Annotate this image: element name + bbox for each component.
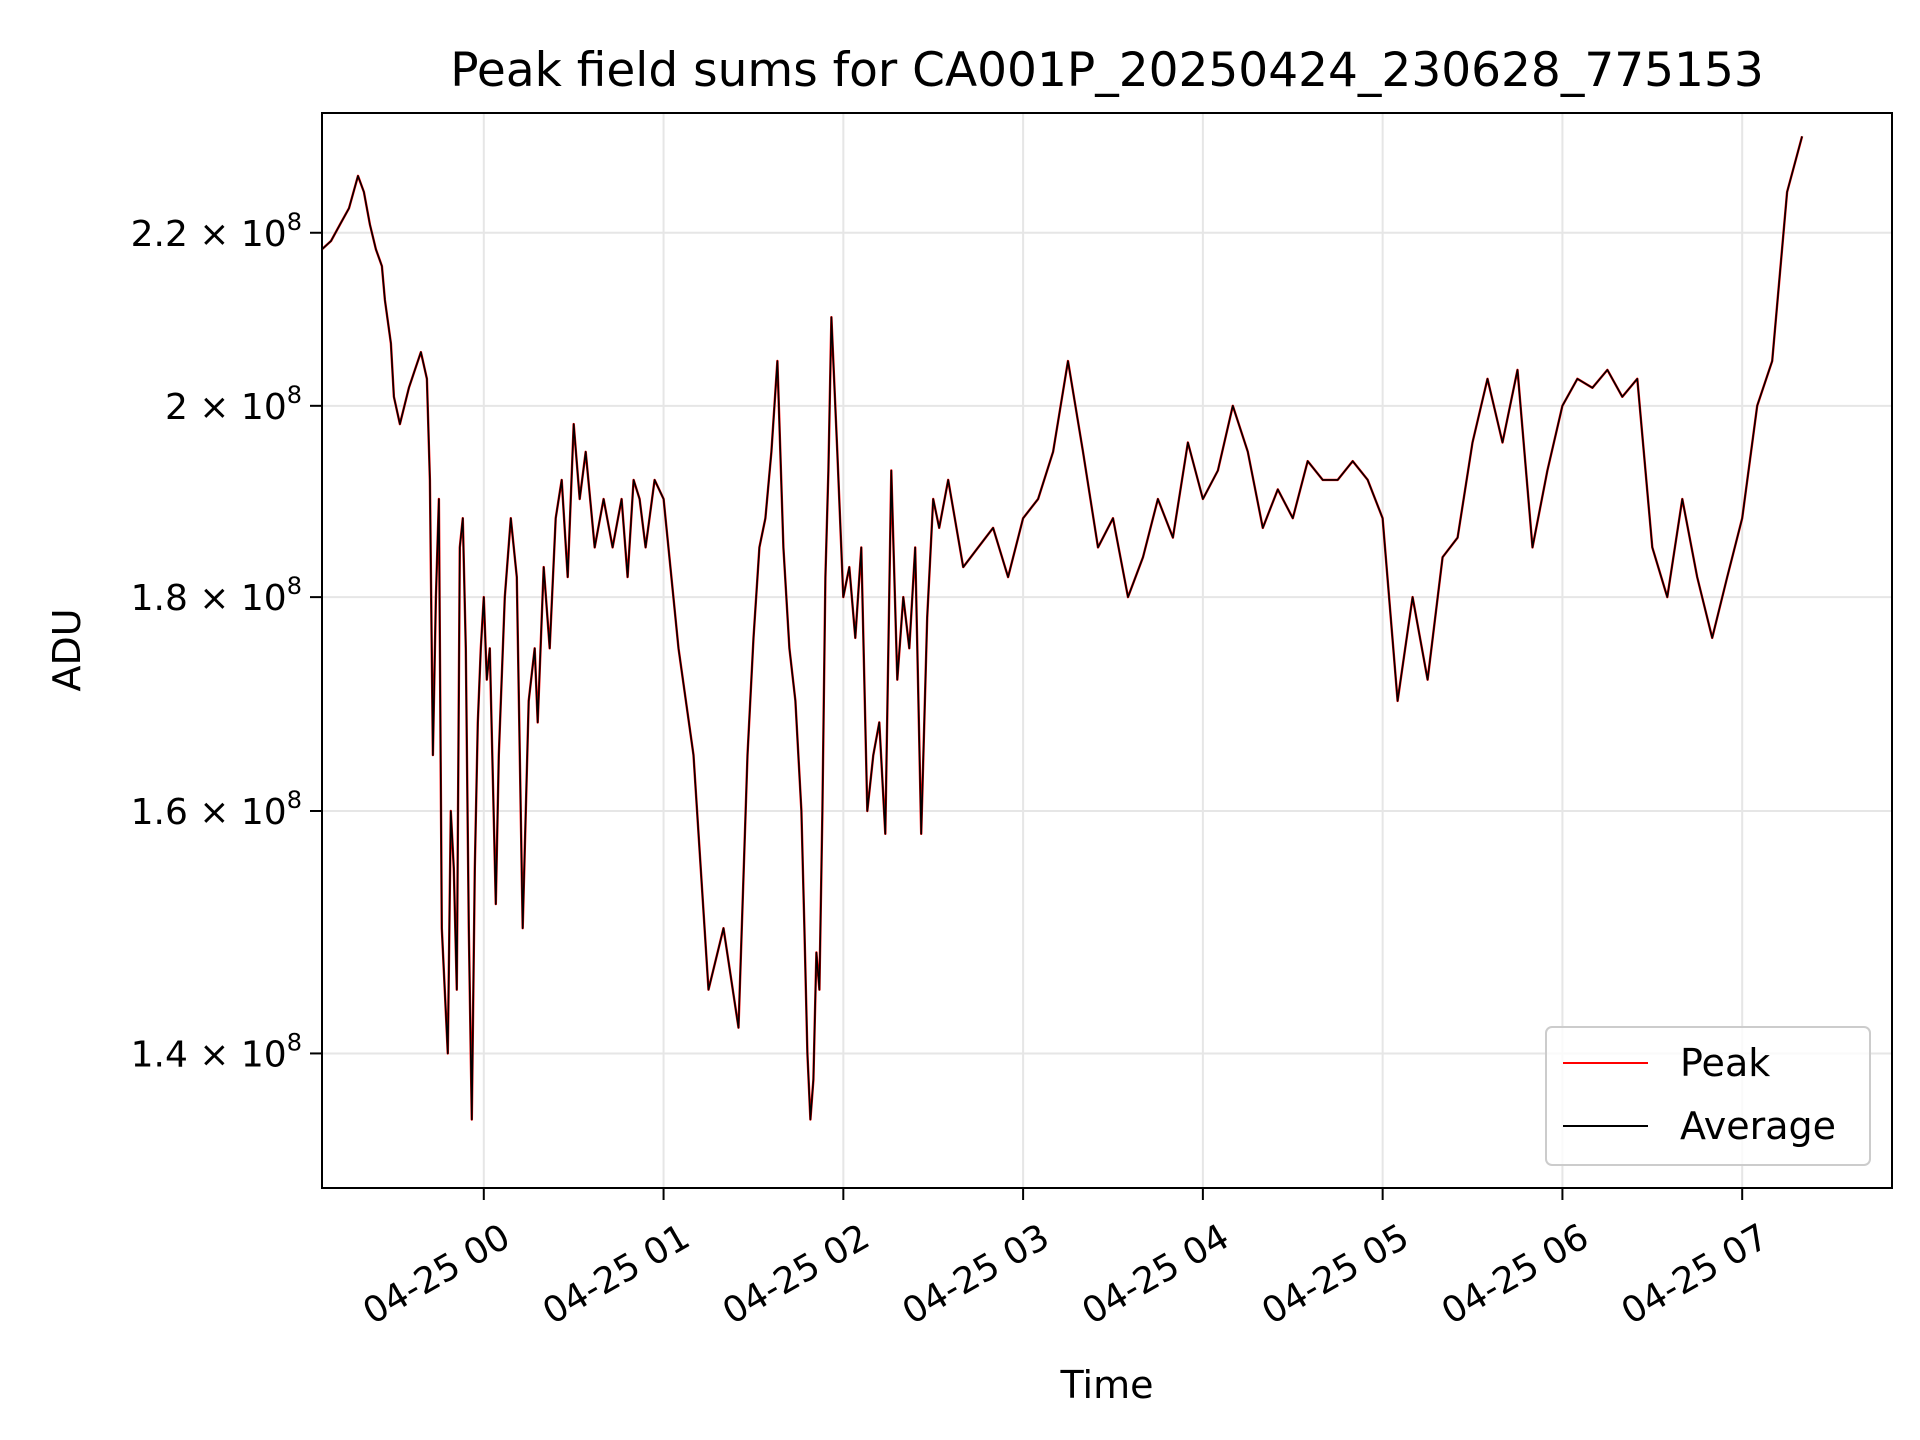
plot-frame bbox=[321, 112, 1893, 1189]
grid bbox=[322, 113, 1892, 1188]
y-axis: 1.4 × 108 1.6 × 108 1.8 × 108 2 × 108 2.2 × … bbox=[131, 208, 322, 1075]
y-tick-label: 1.4 × 108 bbox=[131, 1028, 302, 1075]
legend-label-peak: Peak bbox=[1680, 1041, 1770, 1085]
series-line-average bbox=[322, 136, 1803, 1121]
y-tick-label: 1.6 × 108 bbox=[131, 786, 302, 833]
x-axis-label: Time bbox=[1060, 1363, 1154, 1407]
legend-label-average: Average bbox=[1680, 1104, 1836, 1148]
y-tick-label: 1.8 × 108 bbox=[131, 572, 302, 619]
series-layer bbox=[322, 135, 1804, 1121]
y-tick-label: 2.2 × 108 bbox=[131, 208, 302, 255]
legend: Peak Average bbox=[1545, 1026, 1871, 1166]
legend-box bbox=[1545, 1026, 1871, 1166]
y-axis-label: ADU bbox=[45, 608, 89, 691]
chart-title: Peak field sums for CA001P_20250424_2306… bbox=[450, 43, 1764, 98]
y-tick-label: 2 × 108 bbox=[165, 381, 302, 428]
